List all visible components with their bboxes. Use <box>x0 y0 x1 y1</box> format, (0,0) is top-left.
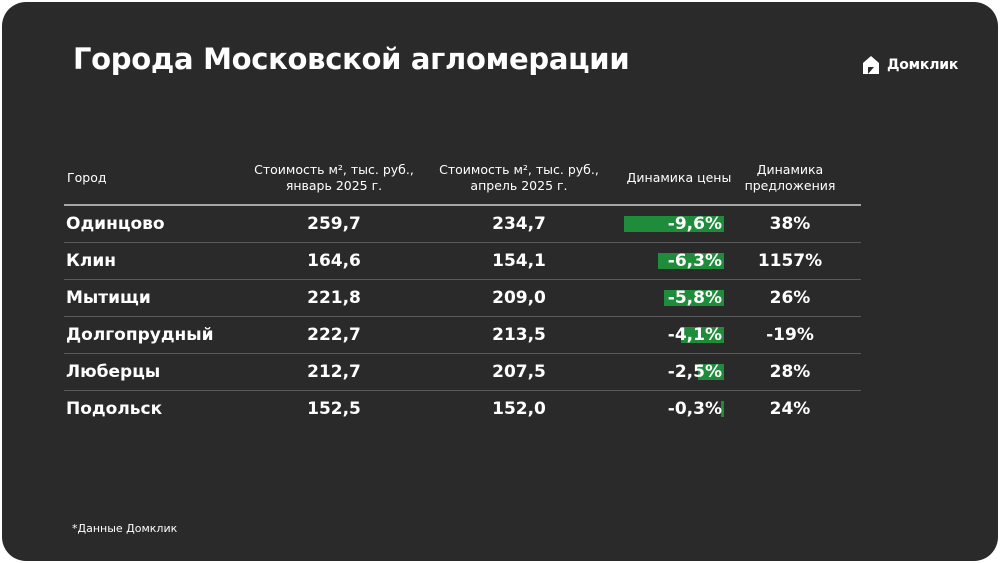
price-dynamics: -0,3% <box>604 391 726 427</box>
price-dynamics-bar <box>663 290 724 306</box>
price-dynamics-bar <box>697 364 724 380</box>
price-dynamics-value: -0,3% <box>667 399 722 419</box>
price-apr: 152,0 <box>492 399 546 419</box>
supply-dynamics: 1157% <box>757 251 823 271</box>
header-price-apr-line2: апрель 2025 г. <box>470 178 568 193</box>
header-price-jan-line1: Стоимость м², тыс. руб., <box>254 162 414 177</box>
table-row: Клин 164,6 154,1 -6,3% 1157% <box>64 243 861 280</box>
header-supply-line1: Динамика <box>756 162 824 177</box>
header-price-jan-line2: январь 2025 г. <box>285 178 383 193</box>
price-dynamics: -5,8% <box>604 280 726 316</box>
header-city: Город <box>67 170 107 185</box>
header-price-dynamics: Динамика цены <box>626 170 732 185</box>
supply-dynamics: 38% <box>769 214 811 234</box>
page-title: Города Московской агломерации <box>73 42 630 76</box>
cities-table: Город Стоимость м², тыс. руб., январь 20… <box>64 152 861 427</box>
supply-dynamics: 24% <box>769 399 811 419</box>
price-apr: 154,1 <box>492 251 546 271</box>
table-row: Мытищи 221,8 209,0 -5,8% 26% <box>64 280 861 317</box>
price-dynamics-bar <box>624 216 724 232</box>
price-jan: 212,7 <box>307 362 361 382</box>
table-header: Город Стоимость м², тыс. руб., январь 20… <box>64 152 861 206</box>
price-apr: 213,5 <box>492 325 546 345</box>
footnote: *Данные Домклик <box>72 522 178 535</box>
city-name: Клин <box>66 251 117 271</box>
header-price-apr: Стоимость м², тыс. руб., апрель 2025 г. <box>409 152 629 204</box>
price-dynamics-value: -2,5% <box>667 362 722 382</box>
city-name: Подольск <box>66 399 163 419</box>
price-dynamics-bar <box>720 401 724 417</box>
table-row: Подольск 152,5 152,0 -0,3% 24% <box>64 391 861 427</box>
price-jan: 152,5 <box>307 399 361 419</box>
price-dynamics-bar <box>681 327 724 343</box>
price-jan: 259,7 <box>307 214 361 234</box>
city-name: Одинцово <box>66 214 165 234</box>
logo: Домклик <box>860 54 958 76</box>
price-jan: 164,6 <box>307 251 361 271</box>
city-name: Мытищи <box>66 288 151 308</box>
supply-dynamics: -19% <box>766 325 814 345</box>
price-dynamics: -9,6% <box>604 206 726 242</box>
price-dynamics-value: -9,6% <box>667 214 722 234</box>
price-dynamics-value: -4,1% <box>667 325 722 345</box>
table-row: Люберцы 212,7 207,5 -2,5% 28% <box>64 354 861 391</box>
header-price-apr-line1: Стоимость м², тыс. руб., <box>439 162 599 177</box>
price-apr: 207,5 <box>492 362 546 382</box>
price-dynamics: -4,1% <box>604 317 726 353</box>
price-dynamics-value: -5,8% <box>667 288 722 308</box>
header-price-jan: Стоимость м², тыс. руб., январь 2025 г. <box>224 152 444 204</box>
logo-text: Домклик <box>887 57 959 73</box>
price-jan: 221,8 <box>307 288 361 308</box>
city-name: Долгопрудный <box>66 325 214 345</box>
price-dynamics: -2,5% <box>604 354 726 390</box>
supply-dynamics: 26% <box>769 288 811 308</box>
price-dynamics-bar <box>658 253 724 269</box>
table-row: Долгопрудный 222,7 213,5 -4,1% -19% <box>64 317 861 354</box>
house-logo-icon <box>863 56 879 74</box>
city-name: Люберцы <box>66 362 161 382</box>
price-apr: 209,0 <box>492 288 546 308</box>
header-supply-dynamics: Динамика предложения <box>730 152 850 204</box>
supply-dynamics: 28% <box>769 362 811 382</box>
price-dynamics-value: -6,3% <box>667 251 722 271</box>
price-dynamics: -6,3% <box>604 243 726 279</box>
header-supply-line2: предложения <box>744 178 836 193</box>
table-row: Одинцово 259,7 234,7 -9,6% 38% <box>64 206 861 243</box>
price-apr: 234,7 <box>492 214 546 234</box>
price-jan: 222,7 <box>307 325 361 345</box>
